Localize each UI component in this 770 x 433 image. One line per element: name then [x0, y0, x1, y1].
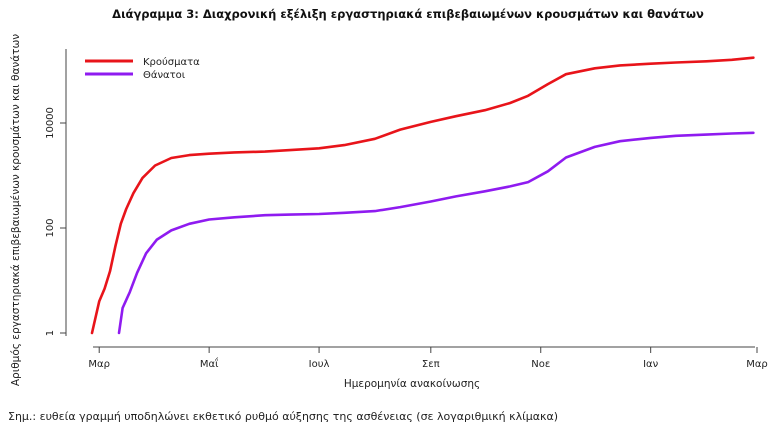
legend-label-cases: Κρούσματα: [143, 56, 200, 68]
series-line-cases: [90, 56, 755, 335]
chart-title: Διάγραμμα 3: Διαχρονική εξέλιξη εργαστηρ…: [112, 7, 704, 21]
series-line-deaths: [117, 131, 755, 335]
x-tick-label: Μαρ: [746, 359, 768, 370]
x-tick-label: Ιαν: [643, 359, 659, 370]
x-tick-label: Σεπ: [422, 359, 440, 370]
y-axis-label: Αριθμός εργαστηριακά επιβεβαιωμένων κρου…: [10, 34, 22, 386]
y-tick-label: 1: [45, 330, 56, 336]
x-tick-label: Μαρ: [88, 359, 110, 370]
chart: Διάγραμμα 3: Διαχρονική εξέλιξη εργαστηρ…: [10, 7, 768, 390]
x-tick-label: Ιουλ: [309, 359, 330, 370]
y-tick-label: 10000: [45, 107, 56, 139]
y-tick-label: 100: [45, 218, 56, 237]
y-axis-ticks: 1 100 10000: [45, 107, 66, 336]
series-lines: [90, 56, 755, 335]
x-axis-label: Ημερομηνία ανακοίνωσης: [344, 378, 480, 390]
legend-label-deaths: Θάνατοι: [143, 69, 186, 81]
legend: Κρούσματα Θάνατοι: [85, 56, 200, 81]
x-tick-label: Νοε: [531, 359, 550, 370]
x-tick-label: Μαΐ: [200, 356, 219, 370]
x-axis-ticks: Μαρ Μαΐ Ιουλ Σεπ Νοε Ιαν Μαρ: [88, 347, 768, 370]
footnote: Σημ.: ευθεία γραμμή υποδηλώνει εκθετικό …: [8, 410, 559, 423]
